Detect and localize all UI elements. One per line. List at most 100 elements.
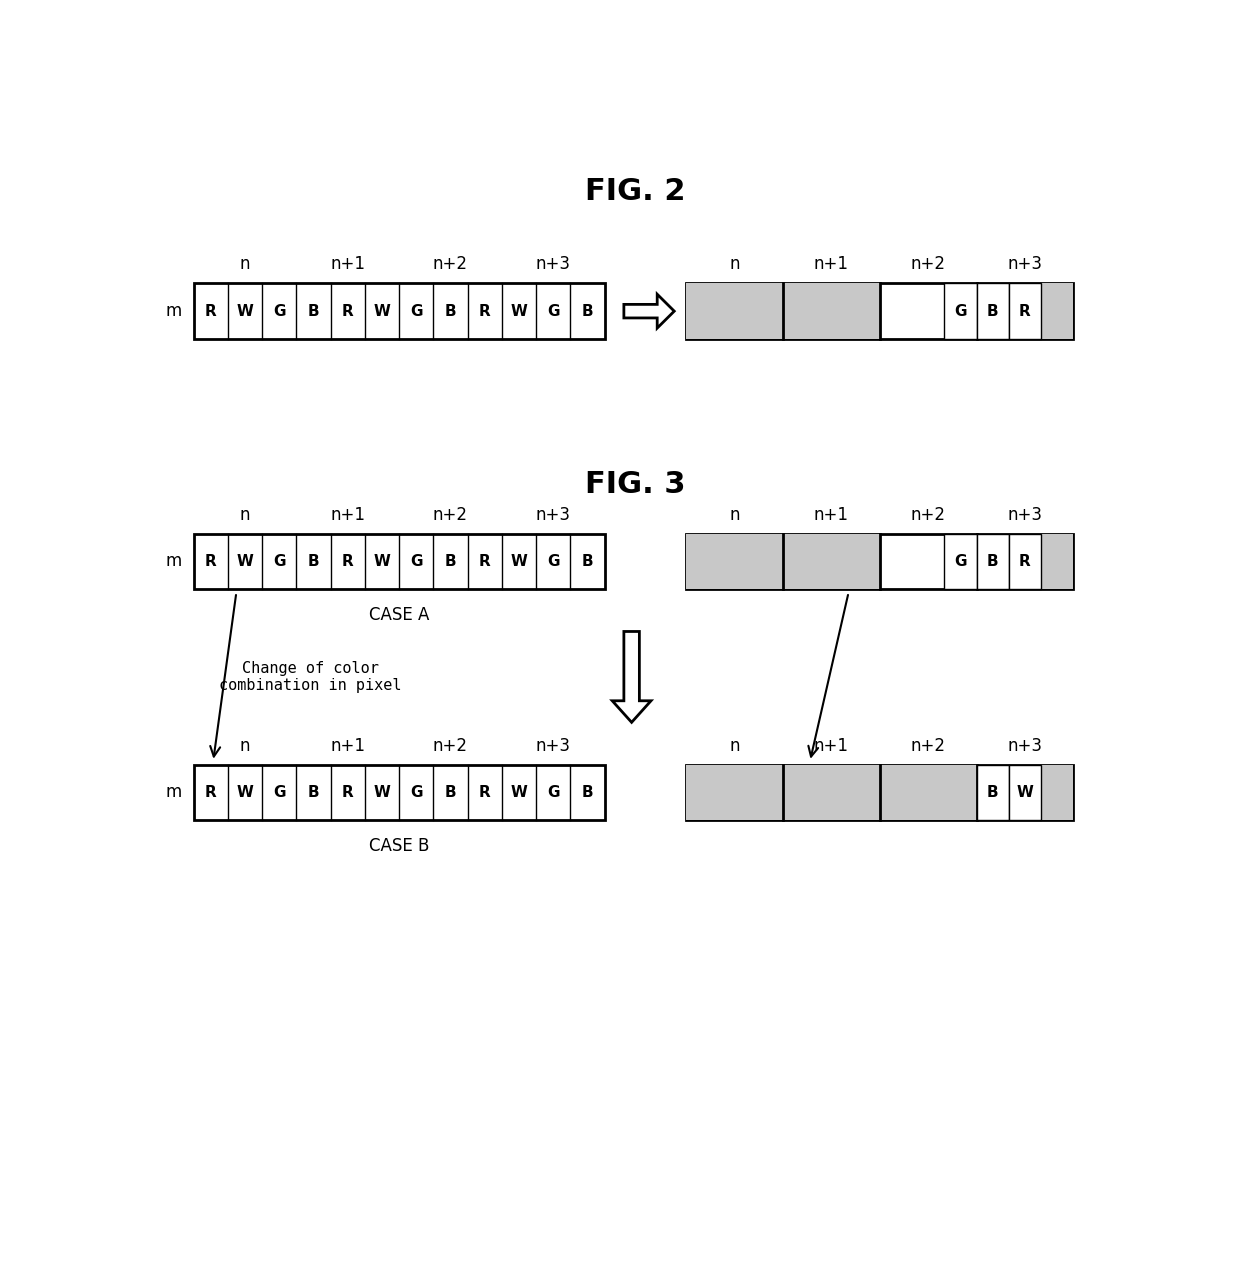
- Bar: [1009, 765, 1042, 820]
- Text: R: R: [1019, 553, 1030, 569]
- Text: B: B: [582, 553, 593, 569]
- Bar: [944, 284, 977, 339]
- Text: B: B: [987, 785, 998, 800]
- Bar: [879, 765, 977, 820]
- Text: n: n: [729, 737, 739, 755]
- Text: m: m: [166, 302, 182, 320]
- Bar: [977, 284, 1074, 339]
- Text: R: R: [342, 303, 353, 318]
- Text: n: n: [239, 737, 250, 755]
- Text: B: B: [308, 785, 320, 800]
- Text: n: n: [729, 256, 739, 273]
- Text: R: R: [342, 785, 353, 800]
- Text: G: G: [954, 303, 967, 318]
- Text: B: B: [445, 785, 456, 800]
- Text: G: G: [547, 303, 559, 318]
- Text: n+2: n+2: [910, 737, 946, 755]
- Text: G: G: [273, 303, 285, 318]
- Text: m: m: [166, 552, 182, 570]
- Text: W: W: [237, 785, 253, 800]
- Text: W: W: [237, 303, 253, 318]
- Text: CASE B: CASE B: [370, 837, 429, 855]
- Text: n+1: n+1: [813, 256, 848, 273]
- Bar: [686, 765, 782, 820]
- Bar: [686, 765, 1074, 820]
- Text: W: W: [511, 553, 527, 569]
- Polygon shape: [624, 294, 675, 329]
- Text: n+3: n+3: [536, 256, 570, 273]
- Bar: [193, 765, 605, 820]
- Text: n+2: n+2: [433, 256, 467, 273]
- Text: B: B: [445, 303, 456, 318]
- Text: R: R: [342, 553, 353, 569]
- Text: FIG. 2: FIG. 2: [585, 177, 686, 207]
- Text: W: W: [237, 553, 253, 569]
- Text: R: R: [1019, 303, 1030, 318]
- Text: n: n: [239, 506, 250, 524]
- Bar: [782, 534, 879, 589]
- Text: W: W: [511, 303, 527, 318]
- Text: G: G: [954, 553, 967, 569]
- Text: G: G: [410, 553, 423, 569]
- Bar: [193, 284, 605, 339]
- Text: R: R: [479, 303, 491, 318]
- Text: n: n: [239, 256, 250, 273]
- Text: R: R: [205, 785, 217, 800]
- Bar: [782, 765, 879, 820]
- Text: n+3: n+3: [1007, 506, 1043, 524]
- Text: n+2: n+2: [433, 737, 467, 755]
- Bar: [686, 284, 782, 339]
- Text: G: G: [273, 785, 285, 800]
- Bar: [686, 284, 1074, 339]
- Bar: [977, 765, 1009, 820]
- Text: W: W: [373, 553, 391, 569]
- Text: B: B: [987, 553, 998, 569]
- Text: B: B: [987, 303, 998, 318]
- Bar: [1009, 284, 1042, 339]
- Text: n+3: n+3: [536, 506, 570, 524]
- Text: W: W: [373, 303, 391, 318]
- Bar: [977, 534, 1009, 589]
- Polygon shape: [613, 632, 651, 723]
- Bar: [977, 534, 1074, 589]
- Bar: [944, 534, 977, 589]
- Text: R: R: [205, 553, 217, 569]
- Text: W: W: [373, 785, 391, 800]
- Text: G: G: [273, 553, 285, 569]
- Bar: [686, 534, 1074, 589]
- Text: FIG. 3: FIG. 3: [585, 470, 686, 499]
- Text: W: W: [511, 785, 527, 800]
- Bar: [782, 284, 879, 339]
- Text: G: G: [410, 785, 423, 800]
- Text: n+2: n+2: [910, 506, 946, 524]
- Text: G: G: [547, 785, 559, 800]
- Bar: [977, 284, 1009, 339]
- Text: B: B: [445, 553, 456, 569]
- Text: W: W: [1017, 785, 1033, 800]
- Text: CASE A: CASE A: [370, 606, 429, 624]
- Text: R: R: [479, 553, 491, 569]
- Text: G: G: [410, 303, 423, 318]
- Text: n+2: n+2: [433, 506, 467, 524]
- Text: m: m: [166, 783, 182, 801]
- Text: n+1: n+1: [330, 737, 366, 755]
- Text: R: R: [479, 785, 491, 800]
- Text: Change of color
combination in pixel: Change of color combination in pixel: [218, 661, 402, 693]
- Text: G: G: [547, 553, 559, 569]
- Text: n: n: [729, 506, 739, 524]
- Text: B: B: [308, 303, 320, 318]
- Text: n+1: n+1: [330, 506, 366, 524]
- Text: B: B: [582, 303, 593, 318]
- Text: n+1: n+1: [330, 256, 366, 273]
- Text: n+1: n+1: [813, 737, 848, 755]
- Text: n+3: n+3: [1007, 737, 1043, 755]
- Text: n+3: n+3: [1007, 256, 1043, 273]
- Text: n+1: n+1: [813, 506, 848, 524]
- Text: R: R: [205, 303, 217, 318]
- Bar: [1009, 534, 1042, 589]
- Bar: [193, 534, 605, 589]
- Text: B: B: [308, 553, 320, 569]
- Bar: [977, 765, 1074, 820]
- Text: n+2: n+2: [910, 256, 946, 273]
- Bar: [686, 534, 782, 589]
